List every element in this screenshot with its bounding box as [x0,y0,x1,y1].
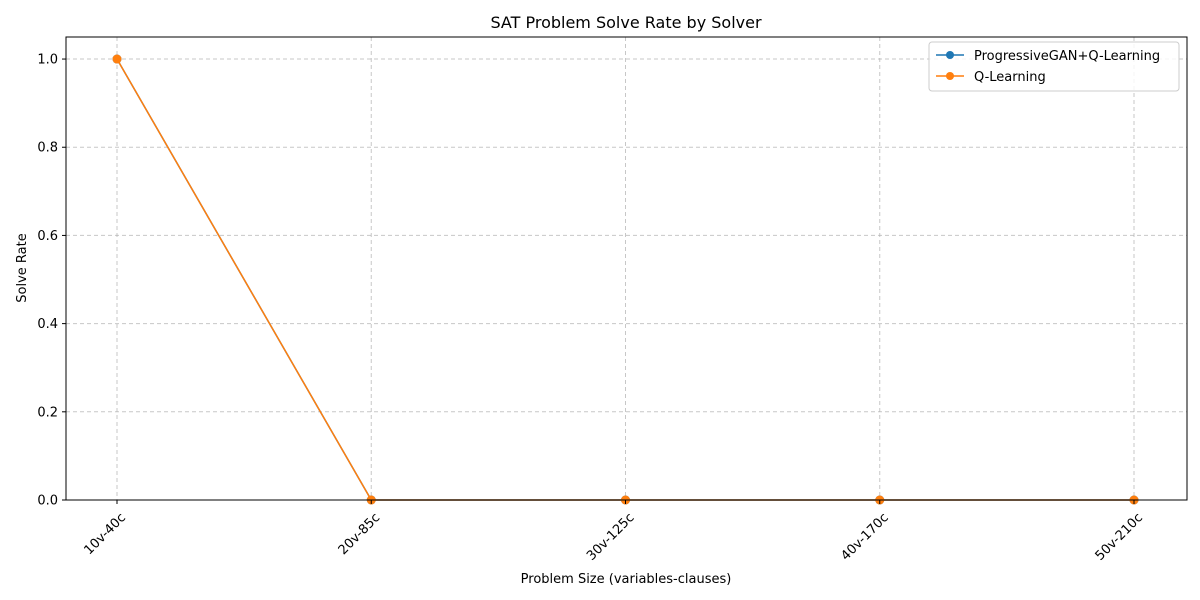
legend-marker-q-learning [946,72,954,80]
x-axis-ticks: 10v-40c 20v-85c 30v-125c 40v-170c 50v-210c [81,500,1146,564]
series-line-q-learning [116,58,1134,501]
legend-label-q-learning: Q-Learning [974,70,1046,85]
y-axis-ticks: 0.0 0.2 0.4 0.6 0.8 1.0 [37,53,66,509]
chart-title: SAT Problem Solve Rate by Solver [490,13,761,32]
y-tick-label: 1.0 [37,53,58,68]
legend-frame [928,41,1180,92]
plot-area-frame [65,36,1188,501]
x-tick-label: 50v-210c [1093,510,1146,563]
legend-label-progressivegan-q-learning: ProgressiveGAN+Q-Learning [974,49,1160,64]
y-tick-label: 0.8 [37,141,58,156]
x-axis-label: Problem Size (variables-clauses) [521,572,732,587]
legend-marker-progressivegan-q-learning [946,51,954,59]
y-tick-label: 0.0 [37,494,58,509]
y-axis-label: Solve Rate [15,233,30,302]
x-tick-label: 40v-170c [838,510,891,563]
y-tick-label: 0.2 [37,405,58,420]
grid [66,37,1187,501]
x-tick-label: 10v-40c [81,510,129,558]
series-line-progressivegan-q-learning [116,58,1134,501]
x-tick-label: 20v-85c [336,510,384,558]
y-tick-label: 0.6 [37,229,58,244]
data-point-q-learning [112,54,122,64]
x-tick-label: 30v-125c [584,510,637,563]
legend: ProgressiveGAN+Q-Learning Q-Learning [928,41,1180,92]
y-tick-label: 0.4 [37,317,58,332]
